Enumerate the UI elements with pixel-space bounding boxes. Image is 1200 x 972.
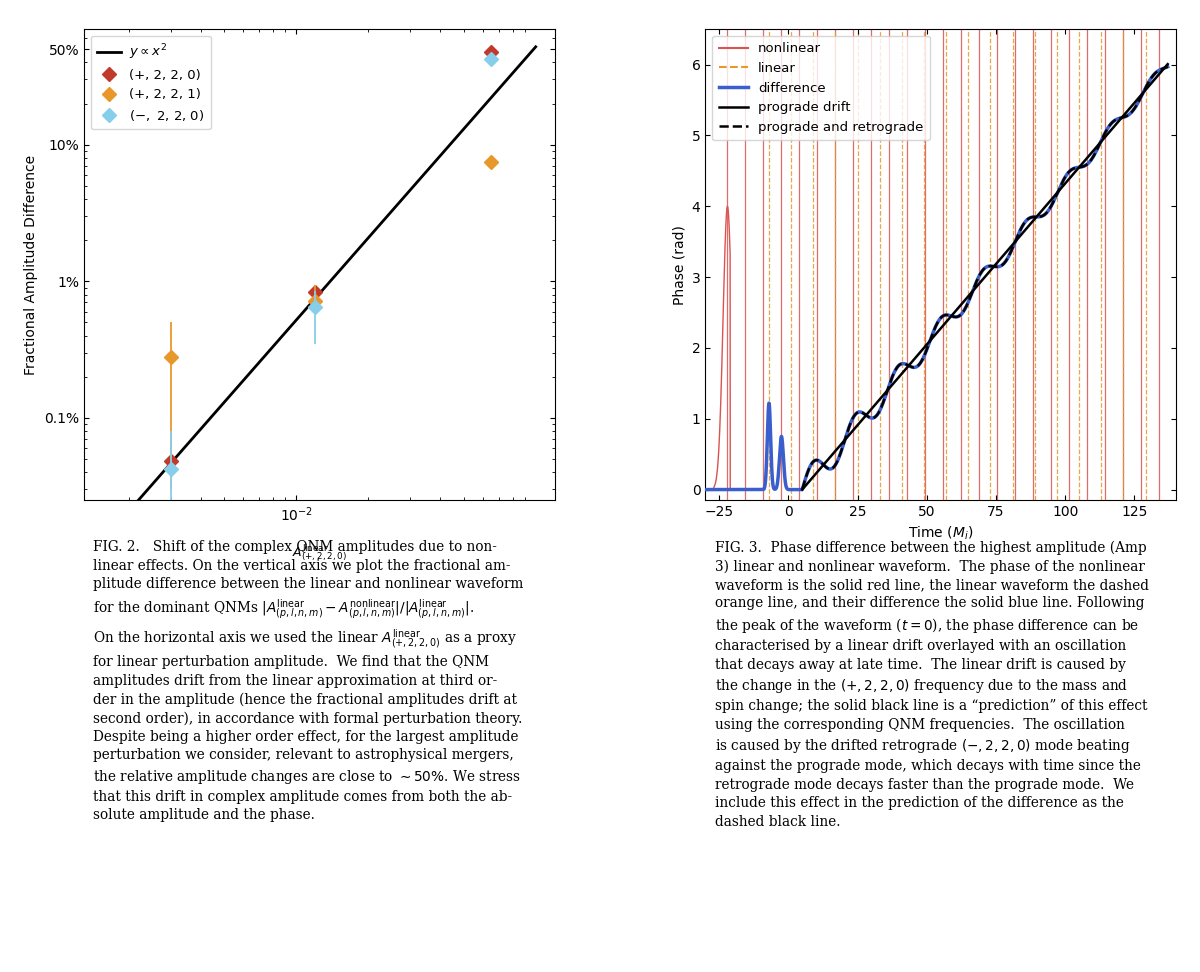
Legend: nonlinear, linear, difference, prograde drift, prograde and retrograde: nonlinear, linear, difference, prograde …: [712, 36, 930, 140]
Y-axis label: Phase (rad): Phase (rad): [672, 225, 686, 304]
Legend: $y \propto x^2$, (+, 2, 2, 0), (+, 2, 2, 1), $(-,$ 2, 2, 0): $y \propto x^2$, (+, 2, 2, 0), (+, 2, 2,…: [90, 36, 211, 129]
Y-axis label: Fractional Amplitude Difference: Fractional Amplitude Difference: [24, 155, 38, 375]
Text: FIG. 3.  Phase difference between the highest amplitude (Amp
3) linear and nonli: FIG. 3. Phase difference between the hig…: [715, 540, 1148, 829]
X-axis label: Time ($M_i$): Time ($M_i$): [908, 525, 973, 542]
X-axis label: $A_{(+,2,2,0)}^{\rm linear}$: $A_{(+,2,2,0)}^{\rm linear}$: [292, 542, 347, 564]
Text: FIG. 2.   Shift of the complex QNM amplitudes due to non-
linear effects. On the: FIG. 2. Shift of the complex QNM amplitu…: [94, 540, 523, 822]
